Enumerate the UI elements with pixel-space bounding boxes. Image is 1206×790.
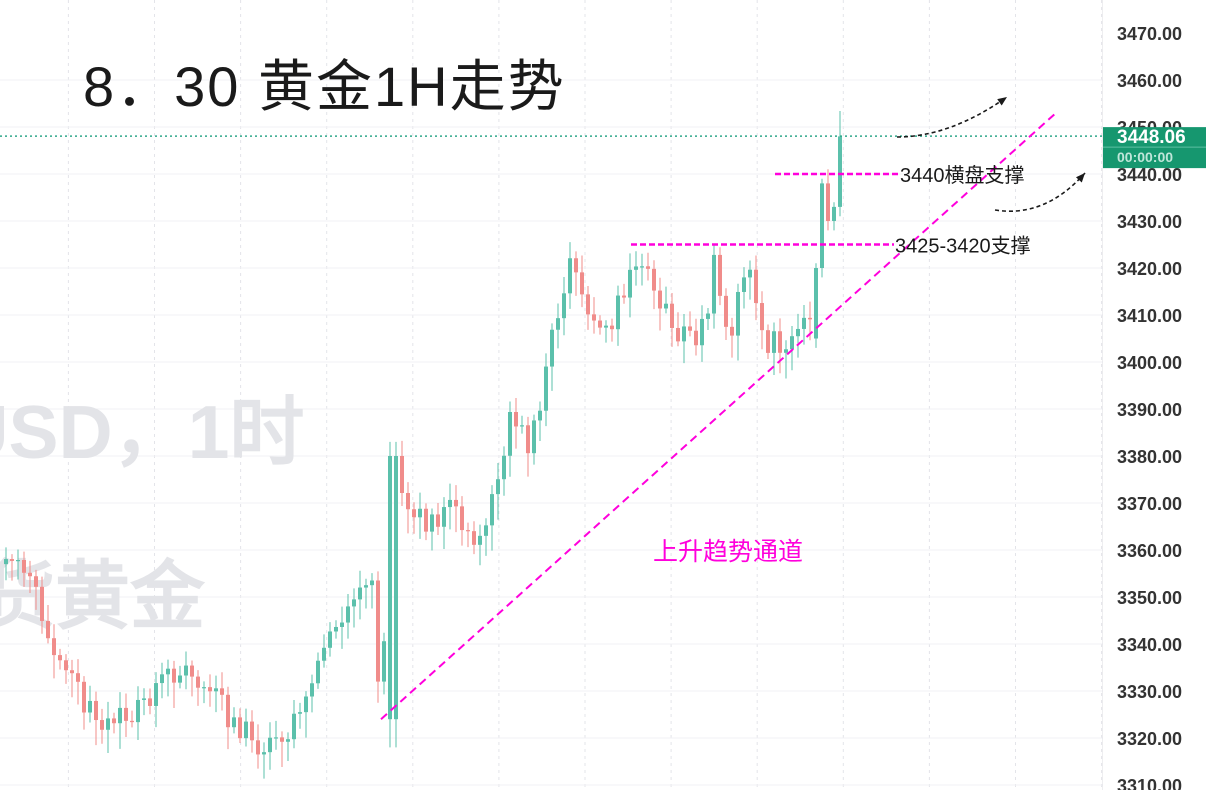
svg-text:00:00:00: 00:00:00 — [1117, 149, 1173, 165]
svg-text:3370.00: 3370.00 — [1117, 494, 1182, 514]
svg-text:3420.00: 3420.00 — [1117, 259, 1182, 279]
svg-text:3350.00: 3350.00 — [1117, 588, 1182, 608]
svg-text:3390.00: 3390.00 — [1117, 400, 1182, 420]
svg-text:3440横盘支撑: 3440横盘支撑 — [900, 164, 1025, 187]
svg-text:3448.06: 3448.06 — [1117, 127, 1186, 148]
svg-text:3460.00: 3460.00 — [1117, 71, 1182, 91]
svg-text:3470.00: 3470.00 — [1117, 24, 1182, 44]
svg-text:3320.00: 3320.00 — [1117, 729, 1182, 749]
svg-text:3430.00: 3430.00 — [1117, 212, 1182, 232]
svg-text:3410.00: 3410.00 — [1117, 306, 1182, 326]
svg-text:上升趋势通道: 上升趋势通道 — [653, 538, 803, 566]
svg-text:8．30 黄金1H走势: 8．30 黄金1H走势 — [83, 55, 566, 118]
svg-text:3310.00: 3310.00 — [1117, 776, 1182, 790]
svg-text:3400.00: 3400.00 — [1117, 353, 1182, 373]
svg-text:现货黄金: 现货黄金 — [0, 554, 206, 638]
svg-text:XAUUSD，1时: XAUUSD，1时 — [0, 390, 304, 474]
svg-text:3340.00: 3340.00 — [1117, 635, 1182, 655]
svg-text:3380.00: 3380.00 — [1117, 447, 1182, 467]
svg-text:3360.00: 3360.00 — [1117, 541, 1182, 561]
svg-text:3330.00: 3330.00 — [1117, 682, 1182, 702]
svg-text:3425-3420支撑: 3425-3420支撑 — [895, 235, 1031, 258]
